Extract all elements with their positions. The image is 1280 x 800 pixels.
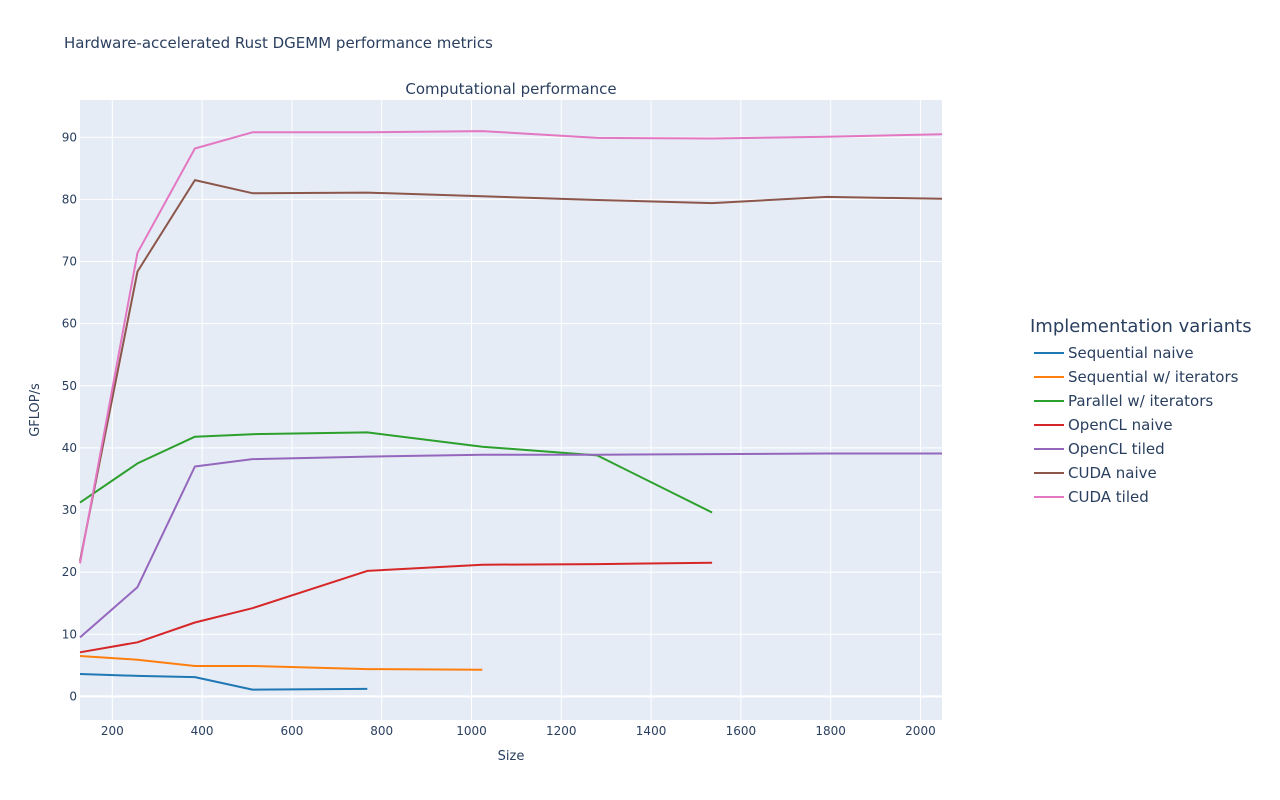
x-tick-label: 1000 [456,724,487,738]
series-line [79,130,943,564]
x-tick-label: 2000 [905,724,936,738]
legend-swatch [1034,400,1064,402]
y-tick-label: 20 [62,565,77,579]
legend-label: CUDA naive [1068,464,1157,482]
x-tick-label: 1200 [546,724,577,738]
legend-item[interactable]: CUDA tiled [1030,485,1252,509]
x-tick-label: 1600 [726,724,757,738]
series-line [79,561,713,654]
legend-label: OpenCL naive [1068,416,1173,434]
y-tick-label: 90 [62,130,77,144]
series-line [79,179,943,562]
series-line [79,655,483,671]
x-tick-label: 800 [370,724,393,738]
y-tick-label: 80 [62,192,77,206]
legend-label: OpenCL tiled [1068,440,1165,458]
legend-item[interactable]: OpenCL tiled [1030,437,1252,461]
x-tick-label: 400 [191,724,214,738]
x-tick-labels: 200 400 600 800 1000 1200 1400 1600 1800 2000 [101,724,936,738]
x-tick-label: 1800 [815,724,846,738]
y-tick-labels: 0 10 20 30 40 50 60 70 80 90 [62,130,77,703]
series-line [79,673,368,691]
legend-swatch [1034,352,1064,354]
y-tick-label: 70 [62,255,77,269]
legend-label: Sequential naive [1068,344,1194,362]
legend-label: CUDA tiled [1068,488,1149,506]
legend-title: Implementation variants [1030,316,1252,337]
chart-title: Computational performance [405,80,616,98]
legend-label: Parallel w/ iterators [1068,392,1214,410]
y-tick-label: 40 [62,441,77,455]
page-title: Hardware-accelerated Rust DGEMM performa… [64,34,493,52]
legend-item[interactable]: CUDA naive [1030,461,1252,485]
y-tick-label: 0 [69,689,77,703]
legend-swatch [1034,472,1064,474]
y-tick-label: 10 [62,627,77,641]
legend: Implementation variants Sequential naive… [1030,316,1252,509]
x-tick-label: 200 [101,724,124,738]
y-axis-title: GFLOP/s [28,383,43,437]
series-line [79,452,942,639]
legend-label: Sequential w/ iterators [1068,368,1239,386]
series-lines [79,130,943,691]
legend-item[interactable]: Sequential naive [1030,341,1252,365]
legend-swatch [1034,496,1064,498]
legend-swatch [1034,448,1064,450]
legend-item[interactable]: Parallel w/ iterators [1030,389,1252,413]
legend-swatch [1034,424,1064,426]
legend-swatch [1034,376,1064,378]
plot-area [80,100,942,720]
legend-items: Sequential naive Sequential w/ iterators P… [1030,341,1252,509]
y-tick-label: 50 [62,379,77,393]
y-tick-label: 60 [62,317,77,331]
x-tick-label: 600 [280,724,303,738]
legend-item[interactable]: OpenCL naive [1030,413,1252,437]
y-tick-label: 30 [62,503,77,517]
legend-item[interactable]: Sequential w/ iterators [1030,365,1252,389]
x-axis-title: Size [498,749,525,764]
x-tick-label: 1400 [636,724,667,738]
